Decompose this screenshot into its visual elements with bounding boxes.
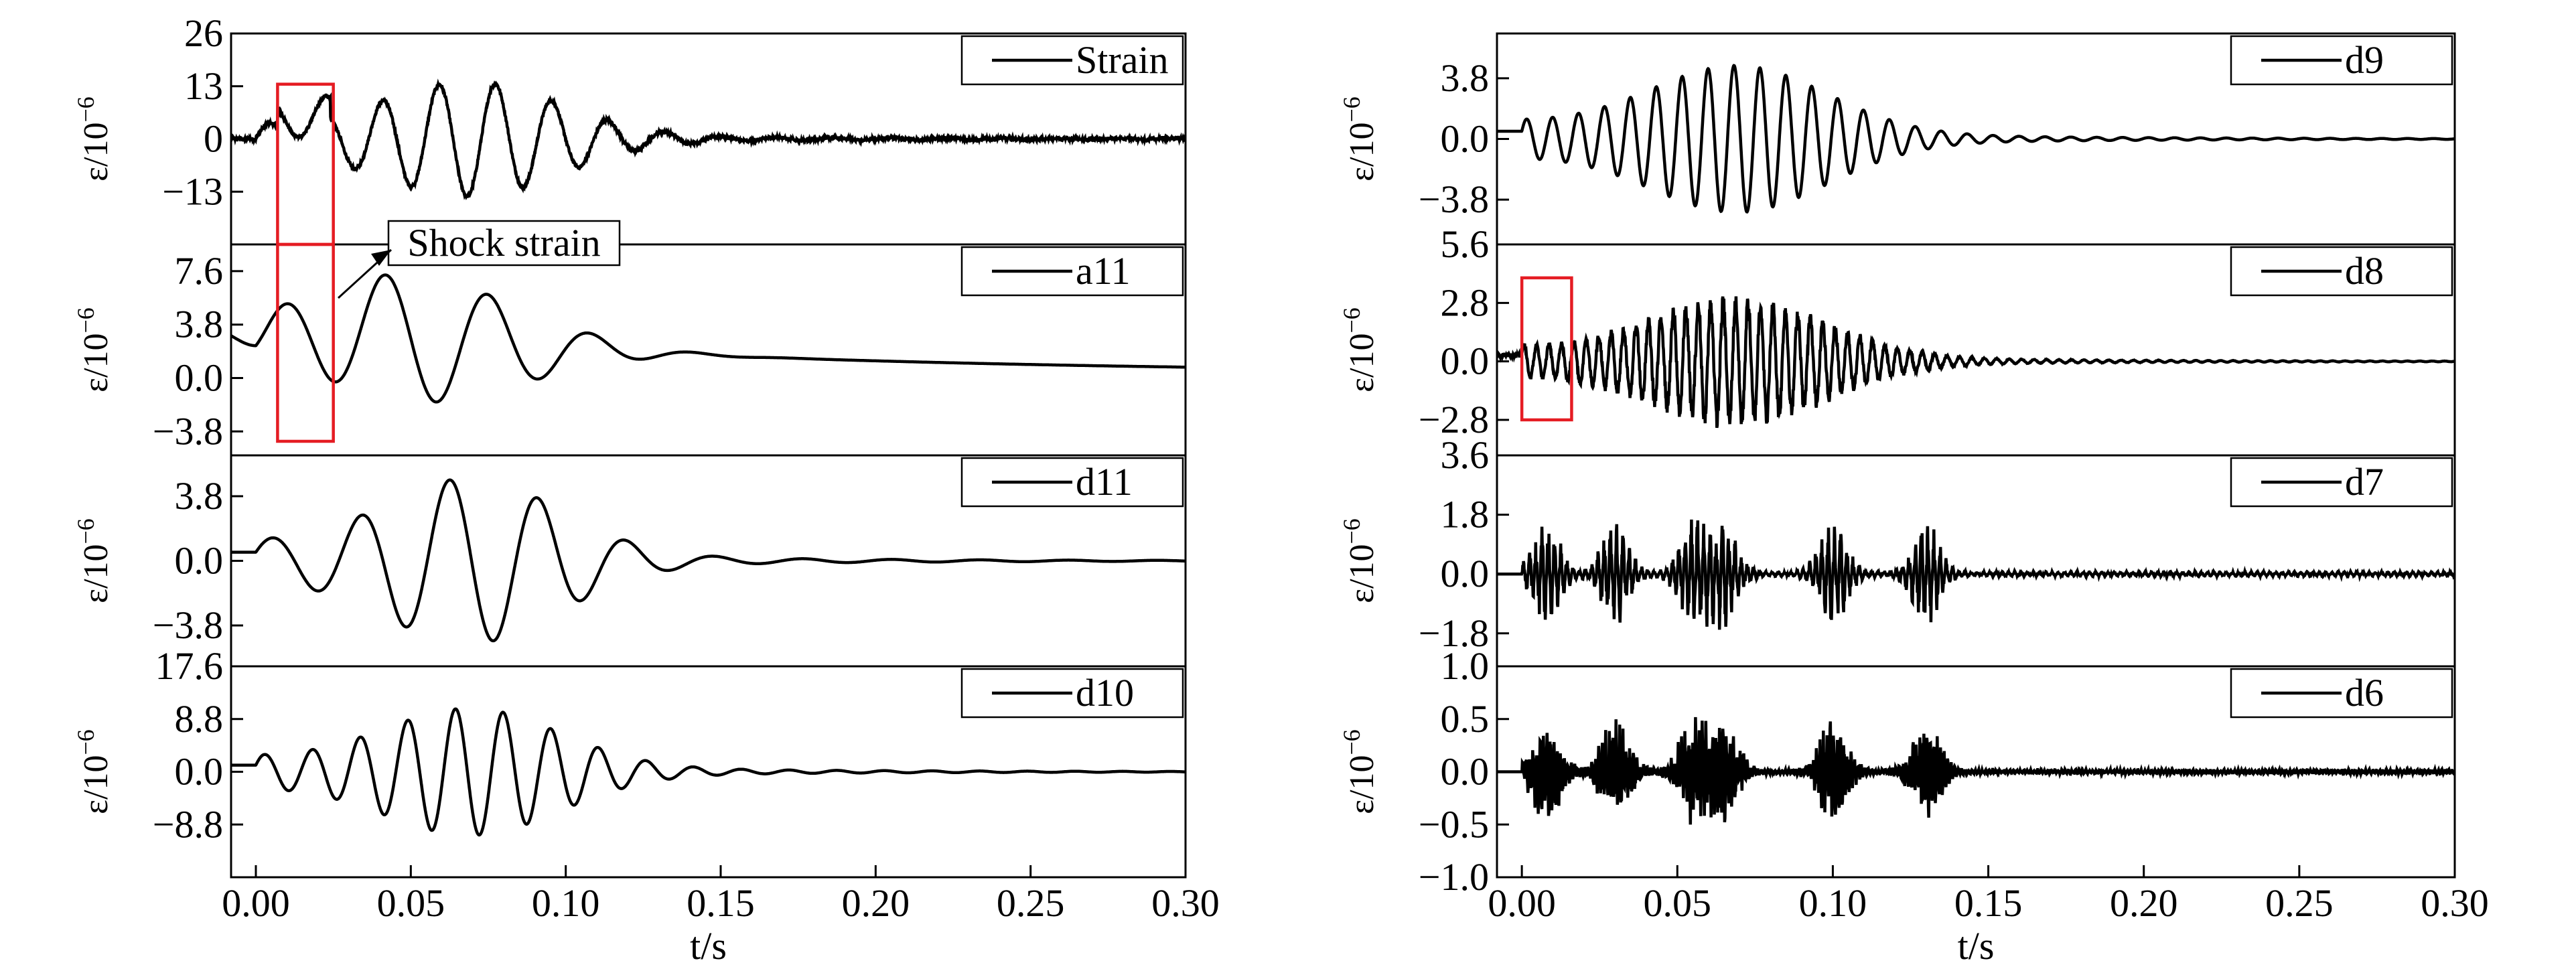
x-tick-label: 0.05 bbox=[1644, 881, 1712, 925]
y-tick-label: −1.8 bbox=[1419, 611, 1489, 655]
legend-label: d10 bbox=[1076, 671, 1134, 715]
y-tick-label: −3.8 bbox=[1419, 177, 1489, 221]
y-axis-label: ε/10−6 bbox=[1338, 307, 1381, 392]
y-tick-label: 3.6 bbox=[1441, 433, 1490, 477]
panel-Strain: 26 13 0 −13 ε/10−6 Strain bbox=[72, 11, 1187, 246]
x-axis-label: t/s bbox=[690, 924, 727, 968]
y-tick-label: 1.0 bbox=[1441, 644, 1490, 688]
series-line-d8 bbox=[1497, 296, 2455, 429]
annotation-text: Shock strain bbox=[407, 221, 600, 265]
y-tick-label: 7.6 bbox=[175, 249, 224, 293]
chart-panels: 26 13 0 −13 ε/10−6 Strain 7.6 3.8 0.0 −3.8 ε/10−6 a… bbox=[72, 11, 2456, 899]
x-tick-label: 0.20 bbox=[842, 881, 910, 925]
y-tick-label: 0.0 bbox=[1441, 552, 1490, 595]
highlight-box bbox=[276, 242, 335, 443]
panel-d7: 3.6 1.8 0.0 −1.8 ε/10−6 d7 bbox=[1338, 433, 2456, 668]
y-tick-label: −0.5 bbox=[1419, 802, 1489, 846]
y-tick-label: −3.8 bbox=[153, 409, 223, 453]
x-tick-label: 0.05 bbox=[377, 881, 445, 925]
panel-d8: 5.6 2.8 0.0 −2.8 ε/10−6 d8 bbox=[1338, 222, 2456, 457]
x-tick-label: 0.10 bbox=[1799, 881, 1867, 925]
shock-strain-annotation: Shock strain bbox=[337, 220, 621, 299]
series-line-a11 bbox=[231, 273, 1186, 404]
x-tick-label: 0.00 bbox=[1488, 881, 1556, 925]
legend-label: d7 bbox=[2345, 460, 2384, 504]
series-line-d11 bbox=[231, 478, 1186, 643]
panel-d9: 3.8 0.0 −3.8 ε/10−6 d9 bbox=[1338, 32, 2456, 246]
y-tick-label: 2.8 bbox=[1441, 281, 1490, 324]
y-axis-label: ε/10−6 bbox=[1338, 518, 1381, 603]
x-tick-label: 0.00 bbox=[222, 881, 290, 925]
y-tick-label: 3.8 bbox=[175, 303, 224, 346]
y-tick-label: 0.0 bbox=[1441, 340, 1490, 383]
panel-a11: 7.6 3.8 0.0 −3.8 ε/10−6 a11 bbox=[72, 242, 1187, 457]
y-tick-label: 8.8 bbox=[175, 697, 224, 741]
annotation-box bbox=[387, 220, 621, 267]
legend-label: d6 bbox=[2345, 671, 2384, 715]
series-line-d6 bbox=[1497, 717, 2455, 825]
y-tick-label: 0.0 bbox=[1441, 750, 1490, 794]
x-axes: 0.00 0.05 0.10 0.15 0.20 0.25 0.30 t/s 0.00 0.05 0… bbox=[222, 865, 2489, 968]
highlight-box bbox=[276, 82, 335, 246]
y-tick-label: 0.0 bbox=[1441, 117, 1490, 161]
x-tick-label: 0.15 bbox=[687, 881, 755, 925]
x-tick-label: 0.20 bbox=[2110, 881, 2178, 925]
y-tick-label: 13 bbox=[184, 64, 223, 108]
panel-d11: 3.8 0.0 −3.8 ε/10−6 d11 bbox=[72, 454, 1187, 668]
legend-label: d9 bbox=[2345, 38, 2384, 82]
x-tick-label: 0.10 bbox=[532, 881, 600, 925]
series-line-d7 bbox=[1497, 519, 2455, 630]
y-axis-label: ε/10−6 bbox=[1338, 96, 1381, 181]
y-tick-label: 0.0 bbox=[175, 750, 224, 794]
y-tick-label: −8.8 bbox=[153, 802, 223, 846]
y-tick-label: 1.8 bbox=[1441, 493, 1490, 536]
x-tick-label: 0.25 bbox=[2265, 881, 2334, 925]
series-line-d9 bbox=[1497, 64, 2455, 214]
y-tick-label: −1.0 bbox=[1419, 855, 1489, 899]
panel-d6: 1.0 0.5 0.0 −0.5 −1.0 ε/10−6 d6 bbox=[1338, 644, 2456, 899]
x-axis-label: t/s bbox=[1958, 924, 1995, 968]
x-tick-label: 0.30 bbox=[1151, 881, 1220, 925]
legend-label: a11 bbox=[1076, 249, 1131, 293]
series-line-d10 bbox=[231, 707, 1186, 837]
y-tick-label: 5.6 bbox=[1441, 222, 1490, 266]
y-tick-label: −13 bbox=[162, 169, 223, 213]
legend-label: d11 bbox=[1076, 460, 1133, 504]
y-tick-label: 3.8 bbox=[175, 474, 224, 518]
legend-label: Strain bbox=[1076, 38, 1169, 82]
y-axis-label: ε/10−6 bbox=[72, 307, 115, 392]
y-axis-label: ε/10−6 bbox=[72, 729, 115, 814]
annotation-arrow-head bbox=[371, 250, 391, 266]
panel-d10: 17.6 8.8 0.0 −8.8 ε/10−6 d10 bbox=[72, 644, 1187, 879]
y-tick-label: 17.6 bbox=[155, 644, 224, 688]
y-tick-label: 3.8 bbox=[1441, 56, 1490, 100]
y-axis-label: ε/10−6 bbox=[72, 518, 115, 603]
y-tick-label: 0 bbox=[204, 117, 223, 161]
y-tick-label: 0.0 bbox=[175, 356, 224, 400]
y-tick-label: 0.0 bbox=[175, 539, 224, 583]
legend-label: d8 bbox=[2345, 249, 2384, 293]
y-tick-label: −2.8 bbox=[1419, 398, 1489, 441]
y-tick-label: −3.8 bbox=[153, 603, 223, 647]
y-axis-label: ε/10−6 bbox=[1338, 729, 1381, 814]
x-tick-label: 0.15 bbox=[1954, 881, 2023, 925]
y-tick-label: 26 bbox=[184, 11, 223, 55]
y-axis-label: ε/10−6 bbox=[72, 96, 115, 181]
x-tick-label: 0.25 bbox=[997, 881, 1065, 925]
y-tick-label: 0.5 bbox=[1441, 697, 1490, 741]
x-tick-label: 0.30 bbox=[2421, 881, 2489, 925]
series-line-Strain bbox=[231, 78, 1186, 201]
highlight-box bbox=[1520, 276, 1573, 422]
